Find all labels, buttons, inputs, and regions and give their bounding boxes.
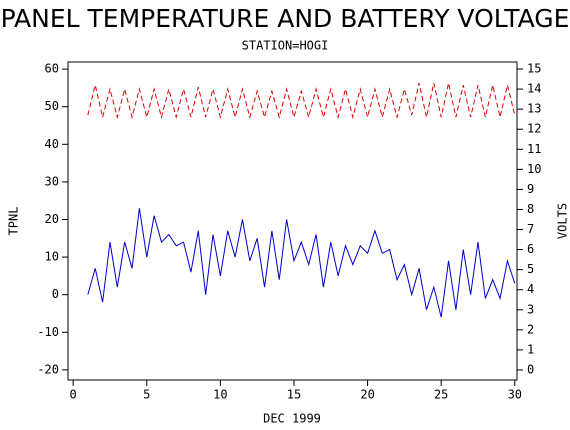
x-tick-label: 25	[434, 388, 448, 402]
x-tick-label: 30	[508, 388, 522, 402]
y2-tick-label: 15	[527, 62, 541, 76]
chart-title: PANEL TEMPERATURE AND BATTERY VOLTAGE	[1, 4, 570, 33]
y2-tick-label: 7	[527, 222, 534, 236]
x-tick-label: 5	[143, 388, 150, 402]
y2-axis-label: VOLTS	[556, 203, 570, 239]
x-tick-label: 0	[70, 388, 77, 402]
y-tick-label: 0	[52, 287, 59, 301]
series-line	[87, 82, 516, 120]
x-tick-label: 20	[360, 388, 374, 402]
y-tick-label: 20	[45, 212, 59, 226]
y-tick-label: 10	[45, 250, 59, 264]
y2-tick-label: 14	[527, 82, 541, 96]
y-tick-label: 60	[45, 62, 59, 76]
series-line	[87, 208, 516, 318]
y2-tick-label: 4	[527, 282, 534, 296]
y2-tick-label: 2	[527, 322, 534, 336]
y2-tick-label: 13	[527, 102, 541, 116]
y-tick-label: 40	[45, 137, 59, 151]
y2-tick-label: 0	[527, 362, 534, 376]
x-tick-label: 15	[287, 388, 301, 402]
y-tick-label: 30	[45, 174, 59, 188]
y-tick-label: 50	[45, 99, 59, 113]
y2-tick-label: 12	[527, 122, 541, 136]
chart-subtitle: STATION=HOGI	[242, 39, 329, 53]
y2-tick-label: 11	[527, 142, 541, 156]
y2-tick-label: 9	[527, 182, 534, 196]
y2-tick-label: 5	[527, 262, 534, 276]
y-tick-label: -20	[37, 362, 59, 376]
y2-tick-label: 6	[527, 242, 534, 256]
y-axis-label: TPNL	[7, 207, 21, 236]
y2-tick-label: 3	[527, 302, 534, 316]
x-tick-label: 10	[213, 388, 227, 402]
y2-tick-label: 1	[527, 342, 534, 356]
x-axis-label: DEC 1999	[263, 412, 321, 426]
plot-frame	[67, 61, 518, 381]
y2-tick-label: 8	[527, 202, 534, 216]
y2-tick-label: 10	[527, 162, 541, 176]
y-tick-label: -10	[37, 325, 59, 339]
